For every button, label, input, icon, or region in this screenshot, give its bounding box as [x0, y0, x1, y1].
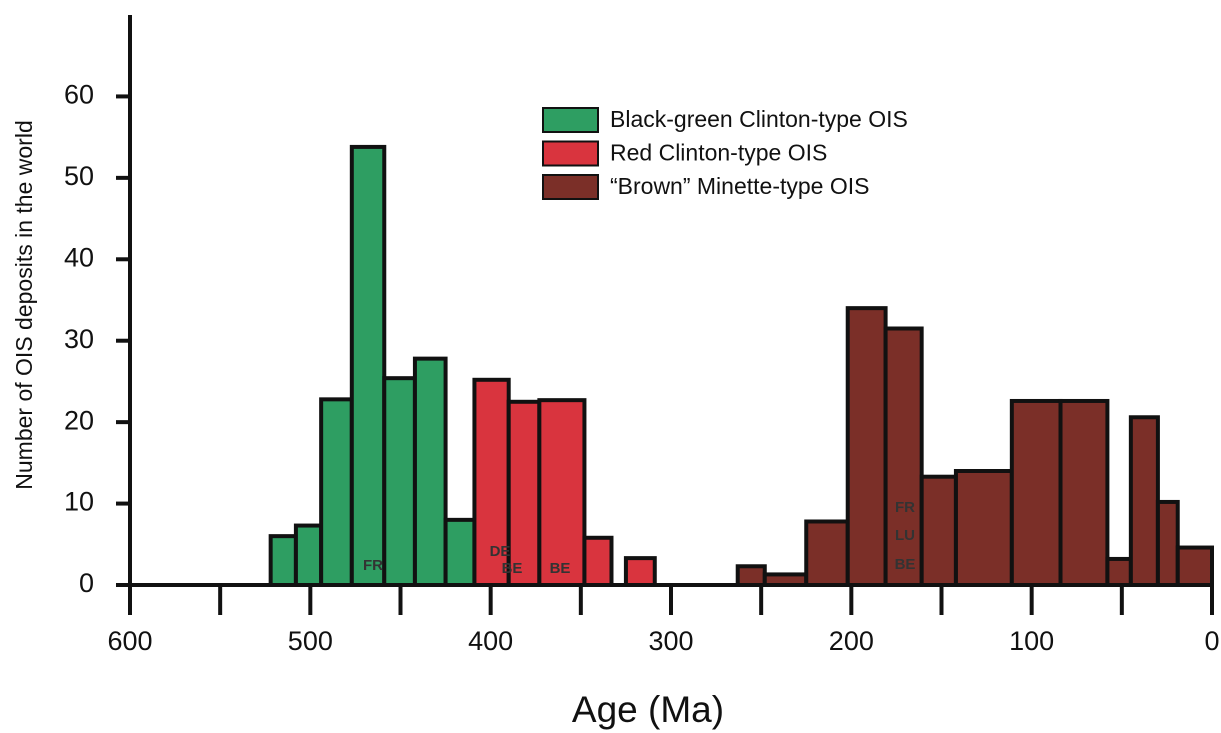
bar	[919, 474, 958, 588]
y-tick-label: 0	[79, 568, 94, 598]
legend-swatch	[542, 107, 599, 133]
y-tick-label: 20	[64, 405, 94, 435]
legend-swatch	[542, 140, 599, 167]
bar	[735, 564, 767, 587]
y-tick-label: 30	[64, 324, 94, 354]
bar	[1175, 545, 1215, 587]
x-tick-label: 100	[1009, 626, 1054, 656]
annotation: FR	[895, 499, 915, 516]
bar	[845, 306, 888, 587]
y-tick-label: 10	[64, 487, 94, 517]
bar	[349, 144, 387, 588]
bar	[412, 356, 448, 587]
bar	[443, 517, 477, 587]
x-tick-label: 400	[468, 626, 513, 656]
x-tick-label: 200	[829, 626, 874, 656]
bar	[953, 469, 1014, 587]
bar	[1128, 415, 1160, 587]
bar	[506, 399, 542, 587]
legend-label: “Brown” Minette-type OIS	[610, 173, 869, 199]
annotation: BE	[550, 560, 571, 577]
bar	[804, 519, 850, 588]
annotation: LU	[895, 527, 915, 544]
bar	[1155, 499, 1180, 588]
bar	[1009, 398, 1063, 587]
bar	[537, 398, 587, 587]
legend-swatch	[542, 174, 599, 200]
bar	[319, 397, 354, 588]
y-axis-label: Number of OIS deposits in the world	[11, 120, 37, 489]
bar	[582, 535, 614, 587]
bar	[1105, 556, 1133, 588]
bar	[268, 534, 298, 588]
y-tick-label: 60	[64, 80, 94, 110]
y-tick-label: 50	[64, 161, 94, 191]
x-tick-label: 0	[1204, 626, 1219, 656]
x-tick-label: 300	[648, 626, 693, 656]
bar	[382, 376, 417, 587]
bar	[293, 523, 324, 587]
annotation: BE	[895, 556, 916, 573]
x-tick-label: 500	[288, 626, 333, 656]
bar	[883, 326, 924, 587]
bar	[1058, 398, 1110, 587]
x-axis-label: Age (Ma)	[572, 689, 724, 730]
bar	[623, 556, 657, 588]
annotation: DE	[490, 543, 511, 560]
legend-label: Black-green Clinton-type OIS	[610, 106, 908, 132]
x-tick-label: 600	[107, 626, 152, 656]
annotation: FR	[363, 557, 383, 574]
annotation: BE	[502, 560, 523, 577]
legend-label: Red Clinton-type OIS	[610, 140, 827, 166]
y-tick-label: 40	[64, 242, 94, 272]
